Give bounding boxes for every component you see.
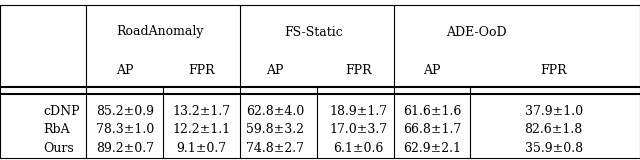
Text: Ours: Ours <box>44 141 74 155</box>
Text: 12.2±1.1: 12.2±1.1 <box>173 123 230 136</box>
Text: AP: AP <box>423 64 441 77</box>
Text: RbA: RbA <box>44 123 70 136</box>
Text: cDNP: cDNP <box>44 105 80 118</box>
Text: AP: AP <box>116 64 134 77</box>
Text: 35.9±0.8: 35.9±0.8 <box>525 141 582 155</box>
Text: 59.8±3.2: 59.8±3.2 <box>246 123 304 136</box>
Text: 13.2±1.7: 13.2±1.7 <box>173 105 230 118</box>
Text: 62.8±4.0: 62.8±4.0 <box>246 105 305 118</box>
Text: FS-Static: FS-Static <box>284 25 343 39</box>
Text: FPR: FPR <box>540 64 567 77</box>
Text: 82.6±1.8: 82.6±1.8 <box>524 123 583 136</box>
Text: AP: AP <box>266 64 284 77</box>
Text: 6.1±0.6: 6.1±0.6 <box>333 141 383 155</box>
Text: 37.9±1.0: 37.9±1.0 <box>525 105 582 118</box>
Text: 85.2±0.9: 85.2±0.9 <box>96 105 154 118</box>
Text: FPR: FPR <box>345 64 372 77</box>
Text: FPR: FPR <box>188 64 215 77</box>
Text: ADE-OoD: ADE-OoD <box>447 25 507 39</box>
Text: 89.2±0.7: 89.2±0.7 <box>96 141 154 155</box>
Text: 9.1±0.7: 9.1±0.7 <box>177 141 227 155</box>
Text: RoadAnomaly: RoadAnomaly <box>116 25 204 39</box>
Text: 62.9±2.1: 62.9±2.1 <box>403 141 461 155</box>
Text: 74.8±2.7: 74.8±2.7 <box>246 141 304 155</box>
Text: 18.9±1.7: 18.9±1.7 <box>330 105 387 118</box>
Text: 78.3±1.0: 78.3±1.0 <box>95 123 154 136</box>
Text: 17.0±3.7: 17.0±3.7 <box>330 123 387 136</box>
Text: 66.8±1.7: 66.8±1.7 <box>403 123 461 136</box>
Text: 61.6±1.6: 61.6±1.6 <box>403 105 461 118</box>
